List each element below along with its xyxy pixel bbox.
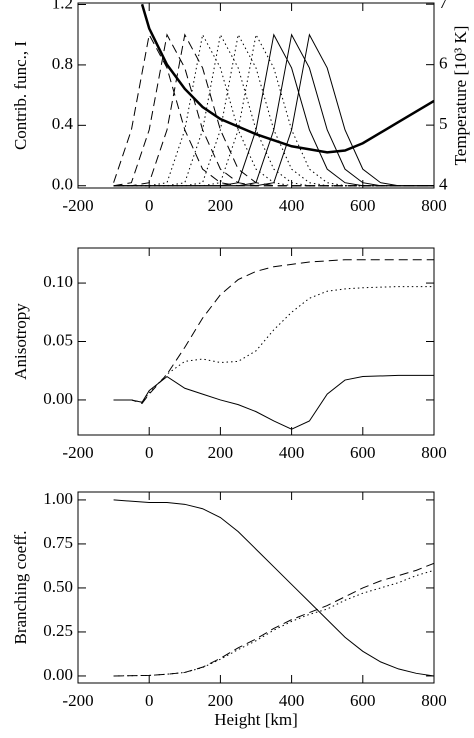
data-line — [113, 33, 434, 187]
y-axis-label: Branching coeff. — [11, 531, 30, 645]
y-axis-label: Anisotropy — [11, 303, 30, 380]
y-tick-label: 0.00 — [43, 665, 73, 684]
x-tick-label: 600 — [350, 443, 376, 462]
y2-tick-label: 5 — [439, 114, 448, 133]
data-line — [113, 374, 434, 430]
x-tick-label: 0 — [145, 196, 154, 215]
y-tick-label: 0.0 — [52, 175, 73, 194]
x-tick-label: 200 — [208, 196, 234, 215]
y-tick-label: 0.8 — [52, 54, 73, 73]
x-tick-label: -200 — [62, 691, 93, 710]
data-line — [113, 33, 434, 187]
x-tick-label: 800 — [421, 196, 447, 215]
data-line — [113, 33, 434, 187]
x-tick-label: 200 — [208, 443, 234, 462]
data-line — [113, 562, 434, 677]
y2-tick-label: 7 — [439, 0, 448, 12]
x-tick-label: 400 — [279, 196, 305, 215]
x-tick-label: -200 — [62, 443, 93, 462]
y-tick-label: 1.2 — [52, 0, 73, 12]
y-tick-label: 0.00 — [43, 389, 73, 408]
x-tick-label: 600 — [350, 196, 376, 215]
x-tick-label: 400 — [279, 691, 305, 710]
y2-axis-label: Temperature [10³ K] — [451, 26, 470, 166]
data-line — [113, 33, 434, 187]
plot-area — [113, 3, 434, 187]
data-line — [113, 33, 434, 187]
x-tick-label: 200 — [208, 691, 234, 710]
y-tick-label: 1.00 — [43, 489, 73, 508]
data-line — [113, 33, 434, 187]
data-line — [113, 499, 434, 677]
x-tick-label: -200 — [62, 196, 93, 215]
data-line — [113, 569, 434, 677]
y-tick-label: 0.4 — [52, 114, 74, 133]
data-line — [113, 33, 434, 187]
plot-frame — [77, 2, 435, 189]
data-line — [113, 286, 434, 403]
x-tick-label: 400 — [279, 443, 305, 462]
x-tick-label: 0 — [145, 443, 154, 462]
data-line — [113, 259, 434, 405]
data-line — [113, 33, 434, 187]
y-tick-label: 0.75 — [43, 533, 73, 552]
plot-frame — [77, 247, 435, 436]
x-axis-label: Height [km] — [214, 710, 298, 729]
y-axis-label: Contrib. func., I — [11, 41, 30, 150]
y2-tick-label: 6 — [439, 54, 448, 73]
plot-area — [113, 259, 434, 430]
y-tick-label: 0.10 — [43, 272, 73, 291]
plot-area — [113, 499, 434, 677]
data-line — [113, 33, 434, 187]
data-line — [140, 3, 434, 154]
x-tick-label: 800 — [421, 691, 447, 710]
plot-frame — [77, 491, 435, 684]
y-tick-label: 0.25 — [43, 621, 73, 640]
y-tick-label: 0.05 — [43, 330, 73, 349]
y2-tick-label: 4 — [439, 174, 448, 193]
data-line — [113, 33, 434, 187]
y-tick-label: 0.50 — [43, 577, 73, 596]
x-tick-label: 0 — [145, 691, 154, 710]
x-tick-label: 600 — [350, 691, 376, 710]
x-tick-label: 800 — [421, 443, 447, 462]
